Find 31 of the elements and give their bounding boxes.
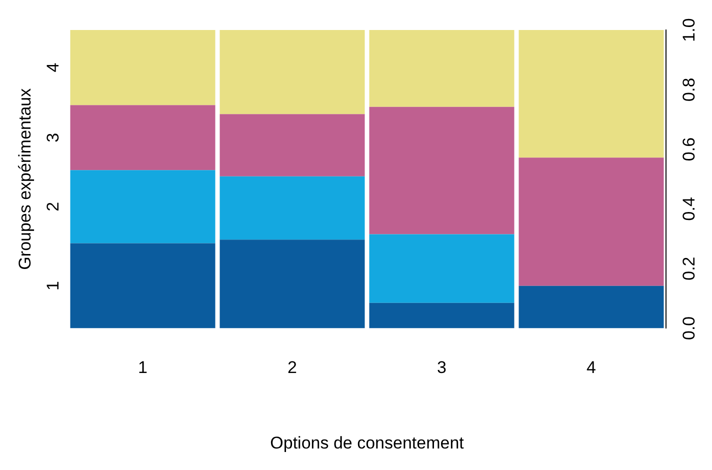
bar — [369, 106, 514, 234]
bar — [369, 302, 514, 328]
x-tick-label: 2 — [288, 358, 297, 378]
x-axis-title: Options de consentement — [270, 433, 464, 452]
bar — [220, 240, 365, 328]
x-tick-label: 4 — [586, 358, 596, 378]
bar — [369, 30, 514, 107]
bar — [70, 243, 216, 328]
y-tick-label: 0.6 — [680, 137, 699, 162]
bar — [220, 176, 365, 240]
bar — [220, 30, 365, 114]
x-tick-label: 1 — [138, 358, 148, 378]
bar — [70, 105, 216, 170]
bar — [518, 286, 664, 328]
y-tick-label: 0.0 — [680, 316, 699, 340]
bar — [518, 158, 664, 286]
bar — [70, 170, 216, 244]
bar — [369, 234, 514, 303]
y-tick-label: 0.2 — [680, 256, 699, 280]
y-tick-label: 1.0 — [680, 18, 699, 42]
text: 4 — [44, 62, 63, 72]
x-tick-label: 3 — [437, 358, 446, 378]
bar — [220, 114, 365, 176]
bar — [518, 30, 664, 158]
text: 3 — [44, 132, 63, 142]
text: 2 — [44, 202, 63, 212]
text: 1 — [44, 280, 63, 290]
y-axis-title: Groupes expérimentaux — [16, 88, 35, 270]
y-tick-label: 0.4 — [680, 197, 699, 221]
bar — [70, 30, 216, 106]
y-tick-label: 0.8 — [680, 78, 699, 102]
